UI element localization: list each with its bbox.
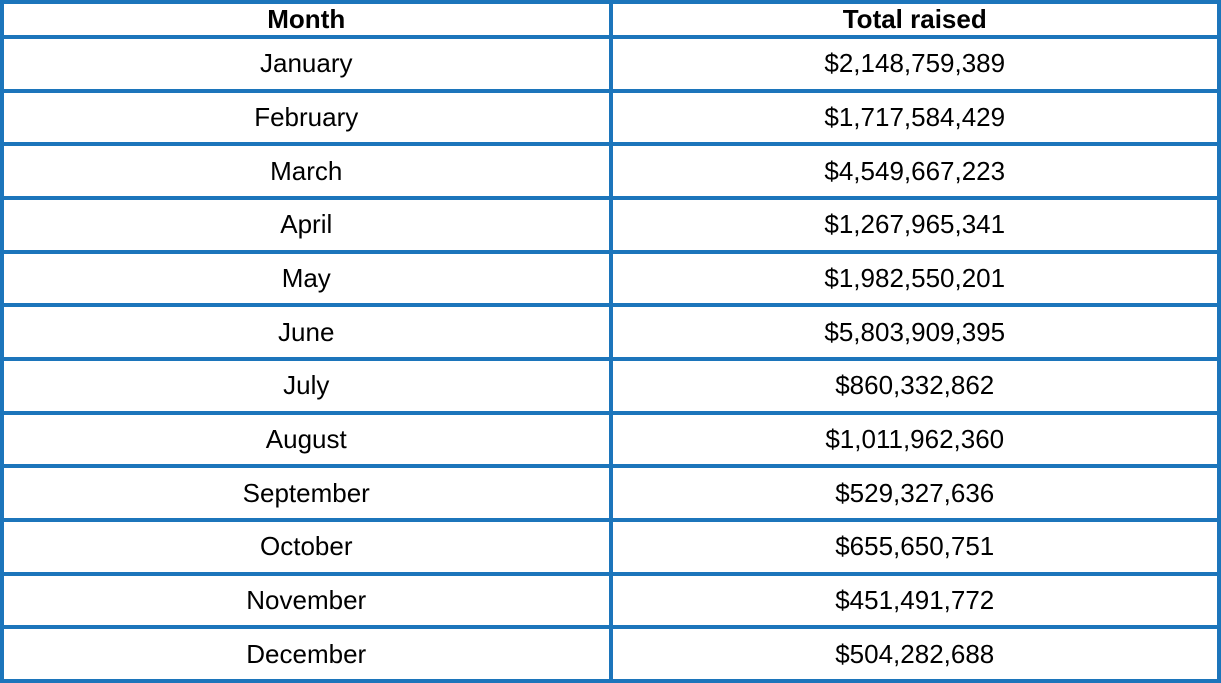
total-raised-cell: $5,803,909,395: [608, 303, 1221, 361]
total-raised-cell: $504,282,688: [608, 625, 1221, 683]
month-cell: April: [0, 195, 613, 254]
total-raised-cell: $1,717,584,429: [608, 88, 1221, 147]
total-raised-cell: $1,982,550,201: [608, 249, 1221, 308]
total-raised-cell: $1,267,965,341: [608, 195, 1221, 254]
table-row: July $860,332,862: [0, 356, 1221, 415]
total-raised-cell: $4,549,667,223: [608, 142, 1221, 200]
month-cell: March: [0, 142, 613, 200]
table-header-row: Month Total raised: [0, 0, 1221, 39]
month-cell: January: [0, 35, 613, 93]
month-cell: December: [0, 625, 613, 683]
table-row: June $5,803,909,395: [0, 303, 1221, 361]
table-row: May $1,982,550,201: [0, 249, 1221, 308]
month-cell: September: [0, 464, 613, 522]
total-raised-cell: $860,332,862: [608, 356, 1221, 415]
table-row: November $451,491,772: [0, 571, 1221, 630]
column-header-month: Month: [0, 0, 613, 39]
month-cell: August: [0, 410, 613, 469]
table-row: August $1,011,962,360: [0, 410, 1221, 469]
table-row: December $504,282,688: [0, 625, 1221, 683]
total-raised-cell: $451,491,772: [608, 571, 1221, 630]
table-row: January $2,148,759,389: [0, 35, 1221, 93]
table-row: March $4,549,667,223: [0, 142, 1221, 200]
table-row: February $1,717,584,429: [0, 88, 1221, 147]
total-raised-cell: $529,327,636: [608, 464, 1221, 522]
month-cell: July: [0, 356, 613, 415]
column-header-total-raised: Total raised: [608, 0, 1221, 39]
month-cell: November: [0, 571, 613, 630]
table-row: September $529,327,636: [0, 464, 1221, 522]
month-cell: February: [0, 88, 613, 147]
month-cell: October: [0, 517, 613, 576]
total-raised-cell: $655,650,751: [608, 517, 1221, 576]
month-cell: June: [0, 303, 613, 361]
total-raised-cell: $2,148,759,389: [608, 35, 1221, 93]
table-row: October $655,650,751: [0, 517, 1221, 576]
month-cell: May: [0, 249, 613, 308]
total-raised-cell: $1,011,962,360: [608, 410, 1221, 469]
table-row: April $1,267,965,341: [0, 195, 1221, 254]
